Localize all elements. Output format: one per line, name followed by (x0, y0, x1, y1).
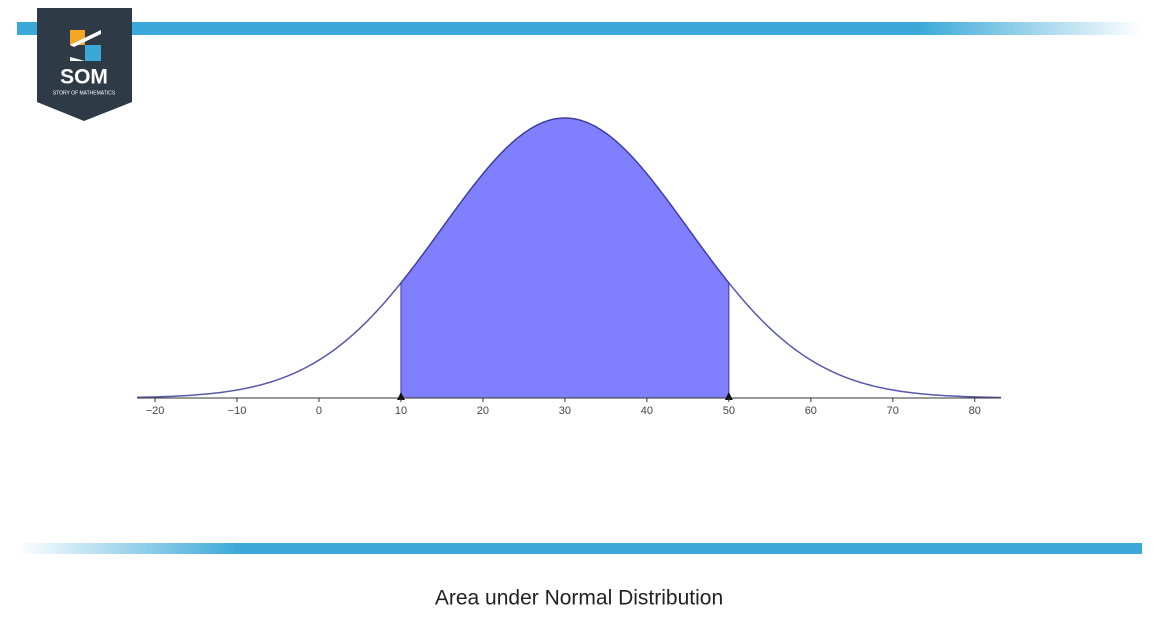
shade-marker (396, 392, 405, 400)
shaded-area (400, 117, 730, 399)
caption: Area under Normal Distribution (435, 587, 723, 610)
x-tick-label: 0 (316, 405, 322, 417)
x-tick-label: 20 (477, 405, 489, 417)
logo-badge (37, 8, 132, 121)
logo: SOM STORY OF MATHEMATICS (37, 8, 132, 121)
x-tick-label: 80 (969, 405, 981, 417)
x-tick-label: 30 (559, 405, 571, 417)
x-tick-label: 50 (723, 405, 735, 417)
x-tick-label: 70 (887, 405, 899, 417)
bottom-bar (17, 543, 1142, 554)
shade-marker (724, 392, 733, 400)
logo-tagline: STORY OF MATHEMATICS (53, 90, 116, 96)
x-tick-label: 40 (641, 405, 653, 417)
logo-icon (85, 45, 101, 61)
density-curve (136, 117, 1002, 399)
logo-icon (70, 30, 101, 61)
top-bar (17, 22, 1142, 35)
x-tick-label: −20 (146, 405, 165, 417)
x-tick-label: −10 (228, 405, 247, 417)
x-tick-label: 60 (805, 405, 817, 417)
x-tick-label: 10 (395, 405, 407, 417)
logo-name: SOM (60, 66, 108, 89)
